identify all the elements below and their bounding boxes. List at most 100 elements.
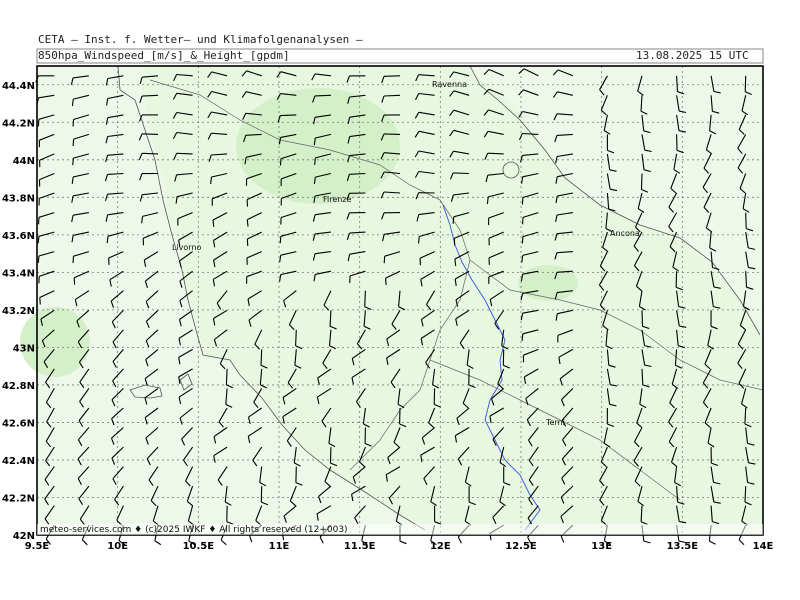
- wind-barb: [37, 231, 55, 244]
- wind-barb: [459, 329, 470, 350]
- wind-barb: [363, 310, 371, 330]
- wind-barb: [521, 192, 539, 205]
- wind-barb: [485, 172, 504, 183]
- wind-barb: [559, 368, 574, 386]
- wind-barb: [139, 75, 159, 85]
- wind-barb: [282, 387, 297, 405]
- wind-barb: [641, 329, 652, 348]
- wind-barb: [218, 407, 228, 428]
- wind-barb: [37, 114, 55, 127]
- wind-barb: [669, 231, 678, 253]
- x-tick-label: 10.5E: [183, 541, 215, 552]
- wind-barb: [381, 94, 401, 103]
- wind-barb: [139, 192, 159, 202]
- wind-barb: [312, 212, 331, 222]
- wind-barb: [279, 270, 297, 282]
- wind-barb: [318, 485, 332, 504]
- wind-barb: [741, 95, 749, 116]
- wind-barb: [523, 368, 539, 384]
- x-tick-label: 14E: [753, 541, 774, 552]
- wind-barb: [449, 172, 470, 180]
- wind-barb: [217, 466, 228, 486]
- wind-barb: [670, 173, 678, 194]
- wind-barb: [675, 271, 683, 291]
- wind-barb: [702, 388, 712, 409]
- regional-border-3: [469, 259, 764, 391]
- wind-barb: [555, 309, 574, 321]
- wind-barb: [414, 150, 435, 158]
- wind-barb: [553, 113, 573, 121]
- city-label-firenze: Firenze: [323, 195, 352, 204]
- wind-barb: [741, 388, 748, 409]
- wind-barb: [737, 349, 747, 369]
- wind-barb: [676, 290, 686, 309]
- wind-barb: [283, 290, 297, 308]
- grid-lines: [37, 66, 763, 535]
- wind-barb: [150, 485, 159, 507]
- wind-barb: [212, 212, 228, 227]
- wind-barb: [72, 251, 90, 264]
- wind-barb: [641, 349, 652, 368]
- wind-barb: [599, 251, 608, 272]
- wind-barb: [745, 271, 754, 290]
- wind-barb: [562, 427, 574, 447]
- wind-barb: [45, 427, 55, 448]
- wind-barb: [172, 111, 193, 119]
- wind-barb: [560, 505, 574, 524]
- wind-barb: [112, 349, 124, 368]
- wind-barb: [521, 251, 539, 263]
- wind-barb: [599, 75, 608, 96]
- wind-barb: [676, 329, 686, 349]
- wind-barb: [145, 348, 159, 367]
- wind-barb: [464, 466, 472, 487]
- city-label-livorno: Livorno: [172, 243, 202, 252]
- wind-barb: [419, 251, 435, 266]
- wind-barb: [45, 368, 55, 389]
- wind-barb: [226, 505, 234, 525]
- wind-barb: [466, 349, 474, 369]
- wind-barb: [640, 173, 649, 193]
- wind-barb: [390, 368, 401, 389]
- x-tick-label: 13.5E: [667, 541, 699, 552]
- wind-barb: [311, 73, 331, 81]
- wind-barb: [710, 75, 721, 94]
- wind-barb: [173, 152, 193, 160]
- wind-barb: [518, 68, 539, 77]
- wind-barb: [634, 466, 643, 487]
- wind-barb: [382, 231, 401, 242]
- wind-barb: [108, 251, 124, 265]
- wind-barb: [356, 388, 366, 408]
- wind-barb: [347, 133, 366, 144]
- wind-barb: [738, 114, 747, 135]
- lake-trasimeno: [502, 161, 520, 179]
- wind-barb: [148, 466, 159, 486]
- wind-barb: [555, 172, 574, 184]
- wind-barb: [178, 387, 193, 405]
- wind-barb: [314, 153, 332, 165]
- wind-barb: [414, 111, 435, 119]
- city-label-terni: Terni: [545, 418, 565, 427]
- wind-barb: [399, 407, 407, 428]
- header-subtitle: 850hpa_Windspeed_[m/s]_&_Height_[gpdm]: [38, 49, 290, 62]
- wind-barb: [37, 251, 55, 263]
- wind-barb: [414, 130, 435, 138]
- wind-barb: [111, 388, 124, 407]
- wind-barb: [347, 251, 366, 262]
- wind-barb: [386, 348, 401, 366]
- wind-barb: [707, 427, 715, 448]
- wind-barb: [321, 407, 332, 428]
- wind-barb: [380, 171, 401, 179]
- wind-barb: [328, 427, 336, 448]
- wind-barb: [245, 172, 262, 186]
- wind-barb: [737, 134, 747, 155]
- copyright-footer: meteo-services.com ♦ (c)2025 IWKF ♦ All …: [40, 525, 348, 535]
- wind-barb: [428, 407, 436, 429]
- wind-barb: [216, 290, 228, 310]
- wind-barb: [280, 212, 297, 225]
- wind-barb: [484, 152, 504, 160]
- wind-barb: [225, 388, 233, 408]
- wind-barb: [141, 212, 159, 224]
- wind-barb: [606, 349, 616, 368]
- wind-barb: [518, 132, 539, 141]
- wind-barb: [494, 309, 505, 330]
